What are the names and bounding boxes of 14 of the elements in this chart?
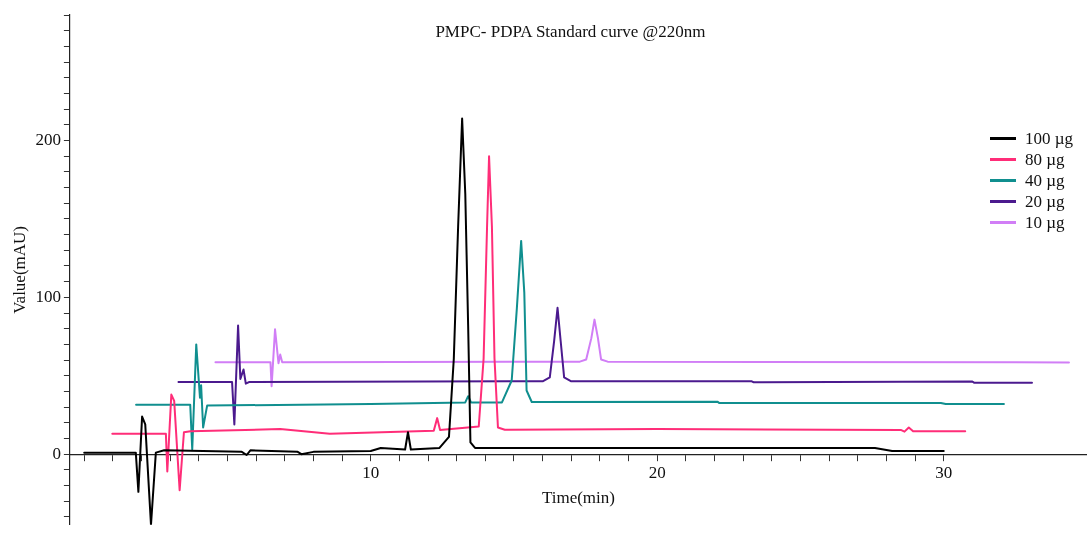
legend-label: 10 µg — [1025, 212, 1065, 233]
text: PMPC- PDPA Standard curve @220nm — [435, 22, 706, 42]
x-axis-title: Time(min) — [541, 488, 615, 508]
y-tick-label: 0 — [52, 443, 61, 463]
y-axis-title: Value(mAU) — [9, 225, 29, 314]
x-tick-label: 10 — [362, 462, 380, 482]
legend-label: 100 µg — [1025, 128, 1074, 149]
legend-label: 40 µg — [1025, 170, 1065, 191]
x-tick-label: 20 — [648, 462, 666, 482]
legend-label: 20 µg — [1025, 191, 1065, 212]
y-tick-label: 200 — [35, 129, 61, 149]
x-tick-label: 30 — [935, 462, 953, 482]
legend-label: 80 µg — [1025, 149, 1065, 170]
y-tick-label: 100 — [35, 286, 61, 306]
